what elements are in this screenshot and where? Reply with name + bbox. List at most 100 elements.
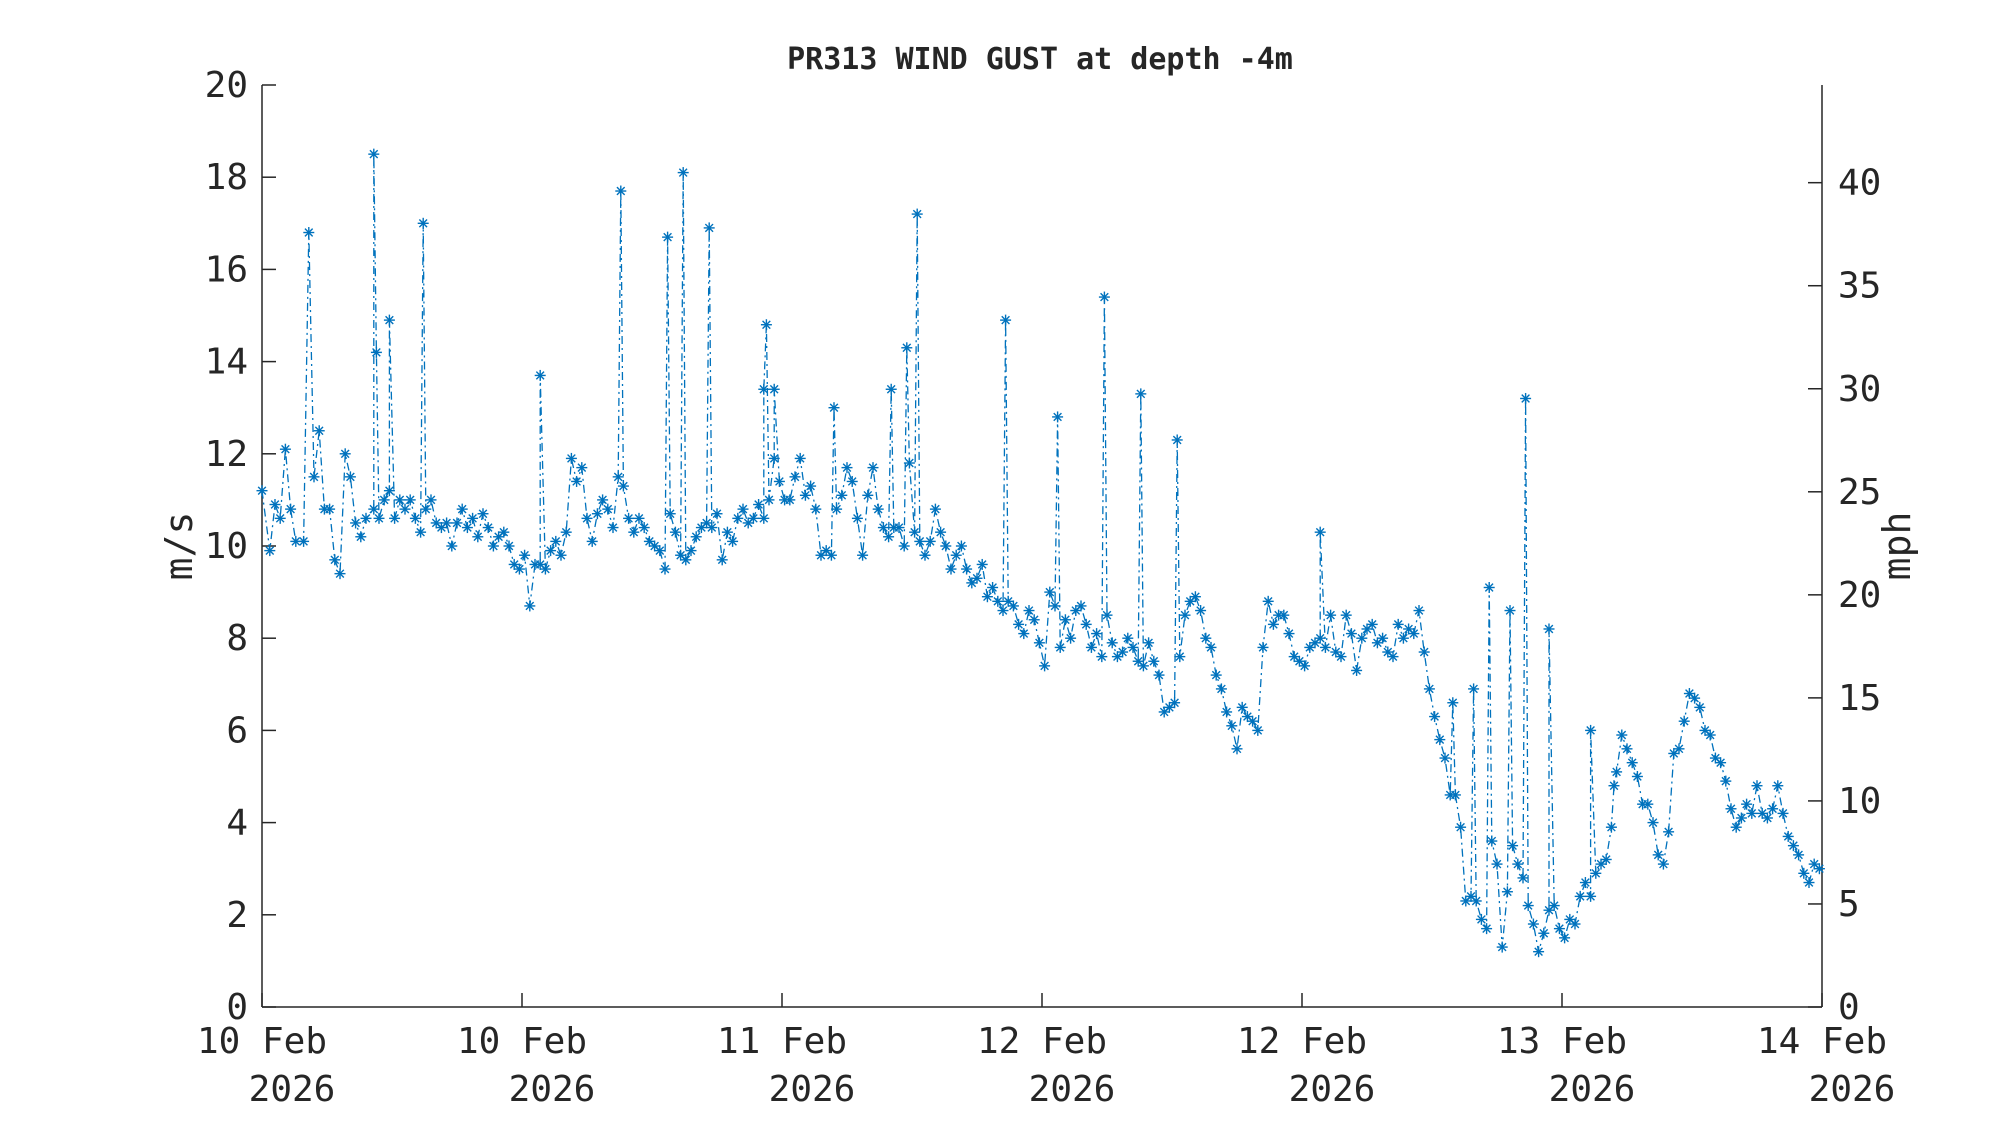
data-point-marker	[1429, 711, 1441, 723]
data-point-marker	[1689, 692, 1701, 704]
data-point-marker	[1283, 628, 1295, 640]
data-point-marker	[467, 512, 479, 524]
data-point-marker	[716, 554, 728, 566]
data-point-marker	[1018, 628, 1030, 640]
data-point-marker	[1262, 595, 1274, 607]
data-point-marker	[539, 563, 551, 575]
data-point-marker	[615, 185, 627, 197]
y-tick-label-left: 20	[205, 65, 248, 106]
data-point-marker	[404, 494, 416, 506]
x-tick-label-date: 10 Feb	[197, 1021, 327, 1062]
data-point-marker	[1023, 605, 1035, 617]
data-point-marker	[1080, 618, 1092, 630]
data-point-marker	[794, 452, 806, 464]
y-tick-label-right: 40	[1838, 163, 1881, 204]
data-point-marker	[885, 383, 897, 395]
data-point-marker	[256, 485, 268, 497]
data-point-marker	[1314, 526, 1326, 538]
data-point-marker	[1013, 618, 1025, 630]
data-point-marker	[503, 540, 515, 552]
data-point-marker	[675, 549, 687, 561]
y-tick-label-left: 16	[205, 249, 248, 290]
data-point-marker	[612, 471, 624, 483]
data-point-marker	[487, 540, 499, 552]
y-tick-label-right: 25	[1838, 472, 1881, 513]
data-point-marker	[1678, 715, 1690, 727]
data-point-marker	[285, 503, 297, 515]
data-point-marker	[747, 512, 759, 524]
data-point-marker	[1418, 646, 1430, 658]
data-point-marker	[1325, 609, 1337, 621]
data-point-marker	[1210, 669, 1222, 681]
data-point-marker	[1117, 646, 1129, 658]
data-point-marker	[1751, 780, 1763, 792]
data-point-marker	[662, 231, 674, 243]
data-point-marker	[1148, 655, 1160, 667]
data-point-marker	[763, 494, 775, 506]
data-point-marker	[1059, 614, 1071, 626]
data-point-marker	[1085, 641, 1097, 653]
data-point-marker	[1439, 752, 1451, 764]
data-point-marker	[545, 545, 557, 557]
data-point-marker	[1512, 858, 1524, 870]
data-point-marker	[1000, 314, 1012, 326]
data-point-marker	[1098, 291, 1110, 303]
data-point-marker	[415, 526, 427, 538]
data-point-marker	[1647, 817, 1659, 829]
data-point-marker	[1143, 637, 1155, 649]
data-point-marker	[784, 494, 796, 506]
data-point-marker	[768, 383, 780, 395]
data-point-marker	[1236, 701, 1248, 713]
y-tick-label-left: 18	[205, 157, 248, 198]
x-tick-label-year: 2026	[509, 1069, 596, 1110]
data-point-marker	[1741, 798, 1753, 810]
data-point-marker	[1501, 886, 1513, 898]
data-point-marker	[524, 600, 536, 612]
data-point-marker	[446, 540, 458, 552]
data-point-marker	[1377, 632, 1389, 644]
data-point-marker	[987, 581, 999, 593]
data-point-marker	[581, 512, 593, 524]
data-point-marker	[1608, 780, 1620, 792]
data-point-marker	[425, 494, 437, 506]
data-point-marker	[534, 558, 546, 570]
data-point-marker	[1345, 628, 1357, 640]
data-point-marker	[1065, 632, 1077, 644]
data-point-marker	[482, 522, 494, 534]
data-point-marker	[654, 545, 666, 557]
data-point-marker	[1351, 664, 1363, 676]
data-point-marker	[760, 319, 772, 331]
data-point-marker	[1340, 609, 1352, 621]
data-point-marker	[456, 503, 468, 515]
data-point-marker	[1616, 729, 1628, 741]
data-point-marker	[649, 540, 661, 552]
data-point-marker	[758, 383, 770, 395]
data-point-marker	[1559, 932, 1571, 944]
y-tick-label-left: 2	[226, 895, 248, 936]
data-point-marker	[1704, 729, 1716, 741]
data-point-marker	[1052, 411, 1064, 423]
data-point-marker	[1475, 913, 1487, 925]
data-point-marker	[623, 512, 635, 524]
data-point-marker	[909, 526, 921, 538]
data-point-marker	[1153, 669, 1165, 681]
data-point-marker	[1483, 581, 1495, 593]
data-point-marker	[1522, 900, 1534, 912]
data-point-marker	[997, 605, 1009, 617]
y-tick-label-left: 12	[205, 434, 248, 475]
data-point-marker	[628, 526, 640, 538]
y-axis-label-left: m/s	[157, 512, 201, 581]
plot-area: 0 2 4 6 8 10 12 14 16 18 20 0 5 10 15 20 25 30 35 40 10 Feb 2…	[197, 65, 1895, 1110]
data-point-marker	[1798, 867, 1810, 879]
data-point-marker	[1387, 651, 1399, 663]
data-point-marker	[703, 222, 715, 234]
data-point-marker	[1171, 434, 1183, 446]
data-point-marker	[805, 480, 817, 492]
data-point-marker	[841, 462, 853, 474]
data-point-marker	[1356, 632, 1368, 644]
data-point-marker	[339, 448, 351, 460]
data-point-marker	[368, 148, 380, 160]
data-point-marker	[368, 503, 380, 515]
data-point-marker	[313, 425, 325, 437]
data-point-marker	[1221, 706, 1233, 718]
